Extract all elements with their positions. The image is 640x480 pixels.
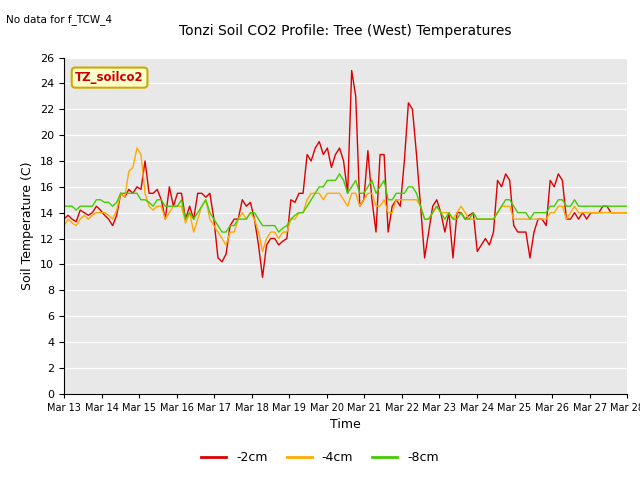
Text: Tonzi Soil CO2 Profile: Tree (West) Temperatures: Tonzi Soil CO2 Profile: Tree (West) Temp… bbox=[179, 24, 512, 38]
X-axis label: Time: Time bbox=[330, 418, 361, 431]
Legend: -2cm, -4cm, -8cm: -2cm, -4cm, -8cm bbox=[196, 446, 444, 469]
Y-axis label: Soil Temperature (C): Soil Temperature (C) bbox=[22, 161, 35, 290]
Text: No data for f_TCW_4: No data for f_TCW_4 bbox=[6, 14, 113, 25]
Text: TZ_soilco2: TZ_soilco2 bbox=[76, 71, 144, 84]
